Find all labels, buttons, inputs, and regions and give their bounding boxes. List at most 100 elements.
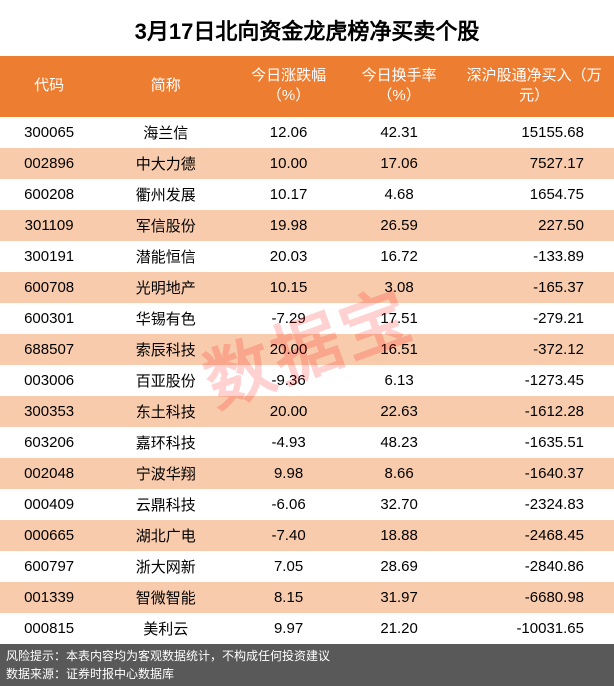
table-row: 300353东土科技20.0022.63-1612.28 bbox=[0, 396, 614, 427]
table-row: 300065海兰信12.0642.3115155.68 bbox=[0, 117, 614, 148]
cell-change: -6.06 bbox=[233, 489, 344, 520]
cell-turnover: 17.06 bbox=[344, 148, 455, 179]
cell-name: 东土科技 bbox=[98, 396, 233, 427]
cell-name: 宁波华翔 bbox=[98, 458, 233, 489]
cell-turnover: 16.51 bbox=[344, 334, 455, 365]
cell-netbuy: -165.37 bbox=[454, 272, 614, 303]
cell-change: -4.93 bbox=[233, 427, 344, 458]
table-row: 001339智微智能8.1531.97-6680.98 bbox=[0, 582, 614, 613]
col-header-name: 简称 bbox=[98, 56, 233, 117]
data-table: 代码 简称 今日涨跌幅（%） 今日换手率（%） 深沪股通净买入（万元） 3000… bbox=[0, 56, 614, 644]
cell-change: 9.97 bbox=[233, 613, 344, 644]
table-row: 000665湖北广电-7.4018.88-2468.45 bbox=[0, 520, 614, 551]
table-row: 300191潜能恒信20.0316.72-133.89 bbox=[0, 241, 614, 272]
cell-code: 001339 bbox=[0, 582, 98, 613]
table-row: 603206嘉环科技-4.9348.23-1635.51 bbox=[0, 427, 614, 458]
cell-netbuy: -2324.83 bbox=[454, 489, 614, 520]
cell-name: 美利云 bbox=[98, 613, 233, 644]
col-header-code: 代码 bbox=[0, 56, 98, 117]
table-row: 000815美利云9.9721.20-10031.65 bbox=[0, 613, 614, 644]
cell-code: 300191 bbox=[0, 241, 98, 272]
cell-code: 000815 bbox=[0, 613, 98, 644]
cell-name: 光明地产 bbox=[98, 272, 233, 303]
footer-risk: 风险提示：本表内容均为客观数据统计，不构成任何投资建议 bbox=[6, 647, 608, 665]
table-row: 600708光明地产10.153.08-165.37 bbox=[0, 272, 614, 303]
cell-change: 19.98 bbox=[233, 210, 344, 241]
cell-name: 华锡有色 bbox=[98, 303, 233, 334]
col-header-change: 今日涨跌幅（%） bbox=[233, 56, 344, 117]
cell-name: 索辰科技 bbox=[98, 334, 233, 365]
col-header-netbuy: 深沪股通净买入（万元） bbox=[454, 56, 614, 117]
cell-netbuy: -133.89 bbox=[454, 241, 614, 272]
cell-change: -9.36 bbox=[233, 365, 344, 396]
cell-netbuy: -6680.98 bbox=[454, 582, 614, 613]
footer: 风险提示：本表内容均为客观数据统计，不构成任何投资建议 数据来源：证券时报中心数… bbox=[0, 644, 614, 686]
cell-code: 600797 bbox=[0, 551, 98, 582]
cell-code: 600301 bbox=[0, 303, 98, 334]
cell-name: 嘉环科技 bbox=[98, 427, 233, 458]
cell-change: -7.40 bbox=[233, 520, 344, 551]
cell-name: 浙大网新 bbox=[98, 551, 233, 582]
cell-code: 603206 bbox=[0, 427, 98, 458]
cell-code: 300065 bbox=[0, 117, 98, 148]
cell-name: 海兰信 bbox=[98, 117, 233, 148]
cell-change: 9.98 bbox=[233, 458, 344, 489]
table-row: 003006百亚股份-9.366.13-1273.45 bbox=[0, 365, 614, 396]
cell-turnover: 48.23 bbox=[344, 427, 455, 458]
cell-code: 000665 bbox=[0, 520, 98, 551]
cell-netbuy: -2840.86 bbox=[454, 551, 614, 582]
cell-code: 600208 bbox=[0, 179, 98, 210]
cell-code: 600708 bbox=[0, 272, 98, 303]
cell-change: 12.06 bbox=[233, 117, 344, 148]
table-row: 600797浙大网新7.0528.69-2840.86 bbox=[0, 551, 614, 582]
cell-turnover: 4.68 bbox=[344, 179, 455, 210]
cell-turnover: 18.88 bbox=[344, 520, 455, 551]
cell-name: 军信股份 bbox=[98, 210, 233, 241]
cell-code: 002896 bbox=[0, 148, 98, 179]
cell-name: 中大力德 bbox=[98, 148, 233, 179]
cell-change: 10.15 bbox=[233, 272, 344, 303]
table-row: 002048宁波华翔9.988.66-1640.37 bbox=[0, 458, 614, 489]
cell-code: 688507 bbox=[0, 334, 98, 365]
cell-turnover: 28.69 bbox=[344, 551, 455, 582]
footer-source: 数据来源：证券时报中心数据库 bbox=[6, 665, 608, 683]
cell-turnover: 6.13 bbox=[344, 365, 455, 396]
cell-netbuy: 7527.17 bbox=[454, 148, 614, 179]
cell-name: 衢州发展 bbox=[98, 179, 233, 210]
cell-name: 云鼎科技 bbox=[98, 489, 233, 520]
cell-name: 湖北广电 bbox=[98, 520, 233, 551]
cell-turnover: 22.63 bbox=[344, 396, 455, 427]
cell-change: 20.00 bbox=[233, 396, 344, 427]
col-header-turnover: 今日换手率（%） bbox=[344, 56, 455, 117]
cell-change: 10.00 bbox=[233, 148, 344, 179]
cell-turnover: 26.59 bbox=[344, 210, 455, 241]
cell-code: 003006 bbox=[0, 365, 98, 396]
cell-turnover: 32.70 bbox=[344, 489, 455, 520]
table-row: 002896中大力德10.0017.067527.17 bbox=[0, 148, 614, 179]
cell-name: 潜能恒信 bbox=[98, 241, 233, 272]
cell-netbuy: -372.12 bbox=[454, 334, 614, 365]
table-row: 600301华锡有色-7.2917.51-279.21 bbox=[0, 303, 614, 334]
cell-netbuy: 1654.75 bbox=[454, 179, 614, 210]
table-container: 3月17日北向资金龙虎榜净买卖个股 数据宝 代码 简称 今日涨跌幅（%） 今日换… bbox=[0, 0, 614, 686]
cell-change: 20.03 bbox=[233, 241, 344, 272]
cell-netbuy: -1635.51 bbox=[454, 427, 614, 458]
cell-netbuy: -1640.37 bbox=[454, 458, 614, 489]
cell-turnover: 8.66 bbox=[344, 458, 455, 489]
page-title: 3月17日北向资金龙虎榜净买卖个股 bbox=[0, 0, 614, 56]
cell-netbuy: 227.50 bbox=[454, 210, 614, 241]
cell-code: 002048 bbox=[0, 458, 98, 489]
cell-turnover: 3.08 bbox=[344, 272, 455, 303]
cell-name: 智微智能 bbox=[98, 582, 233, 613]
cell-code: 000409 bbox=[0, 489, 98, 520]
cell-turnover: 42.31 bbox=[344, 117, 455, 148]
cell-name: 百亚股份 bbox=[98, 365, 233, 396]
cell-change: 8.15 bbox=[233, 582, 344, 613]
cell-change: 20.00 bbox=[233, 334, 344, 365]
cell-turnover: 17.51 bbox=[344, 303, 455, 334]
cell-netbuy: -279.21 bbox=[454, 303, 614, 334]
table-body: 300065海兰信12.0642.3115155.68002896中大力德10.… bbox=[0, 117, 614, 644]
cell-netbuy: -1612.28 bbox=[454, 396, 614, 427]
cell-code: 301109 bbox=[0, 210, 98, 241]
cell-netbuy: -10031.65 bbox=[454, 613, 614, 644]
